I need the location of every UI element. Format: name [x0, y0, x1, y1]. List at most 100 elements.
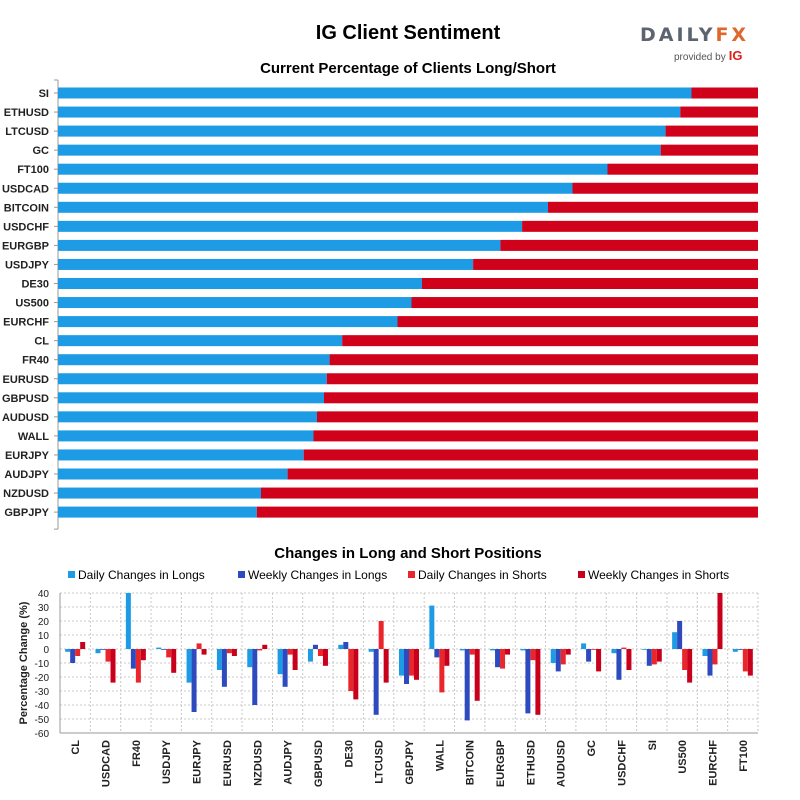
legend-swatch: [68, 571, 75, 578]
change-bar: [262, 644, 268, 649]
change-bar: [368, 649, 374, 652]
change-bar: [140, 649, 146, 661]
change-bar: [687, 649, 693, 683]
change-bar: [166, 649, 172, 658]
long-bar: [58, 278, 422, 289]
change-bar: [621, 647, 627, 649]
change-bar: [75, 649, 81, 656]
change-bar: [125, 593, 131, 649]
x-tick-label: AUDJPY: [283, 739, 295, 784]
y-tick-label: 20: [38, 617, 50, 628]
change-bar: [490, 649, 496, 651]
change-bar: [611, 649, 617, 654]
change-bar: [65, 649, 71, 652]
x-tick-label: GBPUSD: [313, 740, 325, 787]
change-bar: [651, 649, 657, 665]
long-bar: [58, 373, 327, 385]
change-bar: [505, 649, 511, 655]
change-bar: [474, 649, 480, 701]
change-bar: [287, 649, 293, 655]
short-bar: [411, 297, 758, 309]
legend-item: Weekly Changes in Longs: [238, 568, 387, 582]
category-label: BITCOIN: [4, 202, 49, 214]
y-tick-label: -30: [35, 687, 50, 698]
change-bar: [495, 649, 501, 668]
x-tick-label: USDCAD: [101, 740, 113, 787]
category-label: DE30: [21, 279, 49, 291]
change-bar: [135, 649, 141, 683]
long-bar: [58, 449, 304, 461]
y-tick-label: -20: [35, 673, 50, 684]
change-bar: [105, 649, 111, 662]
short-bar: [342, 335, 758, 347]
change-bar: [348, 649, 354, 691]
legend-label: Weekly Changes in Longs: [248, 568, 388, 582]
short-bar: [660, 144, 758, 156]
x-tick-label: GC: [586, 740, 598, 757]
category-label: AUDJPY: [4, 469, 49, 481]
short-bar: [473, 258, 758, 270]
legend-label: Daily Changes in Longs: [78, 568, 205, 582]
change-bar: [70, 649, 76, 663]
change-bar: [712, 649, 718, 665]
logo-brand-main: DAILY: [640, 24, 716, 46]
y-tick-label: 0: [43, 645, 49, 656]
change-bar: [732, 649, 738, 652]
change-bar: [196, 643, 202, 649]
long-bar: [58, 106, 681, 118]
sentiment-chart: SI ETHUSD LTCUSD GC FT100 USDCAD BITCOIN USDCHF…: [2, 79, 758, 530]
long-bar: [58, 144, 661, 156]
change-bar: [641, 649, 647, 650]
category-label: GBPJPY: [4, 507, 49, 519]
change-bar: [343, 642, 349, 649]
change-bar: [596, 649, 602, 672]
category-label: LTCUSD: [5, 126, 49, 138]
legend-label: Weekly Changes in Shorts: [588, 568, 730, 582]
change-bar: [702, 649, 708, 656]
change-bar: [383, 649, 389, 683]
long-bar: [58, 182, 573, 194]
change-bar: [221, 649, 227, 687]
long-bar: [58, 239, 501, 251]
logo-subline: provided by IG: [640, 48, 750, 63]
change-bar: [277, 649, 283, 675]
x-tick-label: LTCUSD: [374, 740, 386, 784]
long-bar: [58, 411, 317, 423]
short-bar: [317, 411, 758, 423]
category-label: ETHUSD: [4, 107, 49, 119]
legend-swatch: [578, 571, 585, 578]
category-label: EURUSD: [3, 374, 50, 386]
x-tick-label: WALL: [434, 740, 446, 771]
x-tick-label: US500: [677, 740, 689, 774]
change-bar: [591, 649, 597, 650]
x-tick-label: EURCHF: [707, 740, 719, 786]
change-bar: [226, 649, 232, 654]
category-label: SI: [39, 88, 49, 100]
category-label: EURJPY: [5, 450, 50, 462]
x-tick-label: ETHUSD: [525, 740, 537, 785]
short-bar: [324, 392, 758, 404]
change-bar: [717, 593, 723, 649]
category-label: FR40: [22, 355, 49, 367]
change-bar: [156, 647, 162, 649]
short-bar: [287, 468, 758, 480]
change-bar: [707, 649, 713, 676]
change-bar: [414, 649, 419, 680]
x-tick-label: EURUSD: [222, 740, 234, 787]
logo-provided-by: provided by: [674, 52, 726, 63]
short-bar: [422, 278, 758, 289]
change-bar: [444, 649, 450, 666]
change-bar: [161, 649, 167, 650]
long-bar: [58, 258, 474, 270]
change-bar: [626, 649, 632, 670]
change-bar: [130, 649, 136, 669]
y-tick-label: 30: [38, 603, 50, 614]
category-label: EURGBP: [2, 240, 49, 252]
y-tick-label: -40: [35, 701, 50, 712]
short-bar: [607, 163, 758, 175]
long-bar: [58, 201, 548, 213]
change-bar: [535, 649, 541, 715]
category-label: EURCHF: [3, 317, 49, 329]
change-bar: [672, 632, 678, 649]
x-tick-label: NZDUSD: [252, 740, 264, 786]
